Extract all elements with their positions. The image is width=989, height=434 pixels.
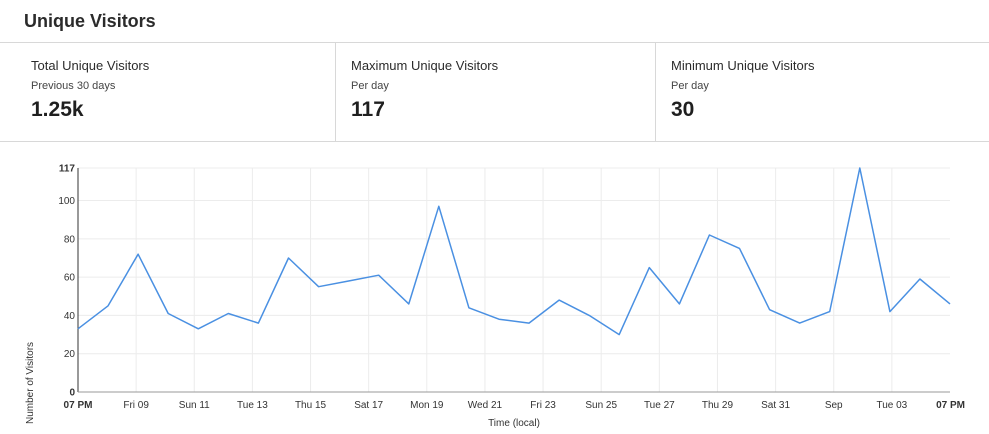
stat-label: Minimum Unique Visitors <box>671 58 815 73</box>
stat-label: Total Unique Visitors <box>31 58 150 73</box>
x-tick-label: Thu 29 <box>702 400 734 411</box>
page-title: Unique Visitors <box>24 11 156 31</box>
chart-ticks: 0 20 40 60 80 100 117 07 PM Fri 09 Sun 11 Tue 13 Th… <box>58 164 965 412</box>
y-tick-label: 80 <box>64 234 76 245</box>
x-tick-label: 07 PM <box>936 400 965 411</box>
stat-value: 117 <box>351 98 385 121</box>
y-axis-title: Number of Visitors <box>25 342 36 424</box>
x-tick-label: Sun 25 <box>585 400 617 411</box>
x-tick-label: Fri 09 <box>123 400 149 411</box>
y-tick-label: 117 <box>59 164 76 175</box>
y-tick-label: 100 <box>58 196 75 207</box>
stat-value: 30 <box>671 98 695 121</box>
x-tick-label: Fri 23 <box>530 400 556 411</box>
series-line <box>77 167 951 336</box>
stat-total-unique-visitors: Total Unique Visitors Previous 30 days 1… <box>31 43 331 141</box>
title-divider <box>0 42 989 43</box>
chart-axes <box>77 168 950 393</box>
stat-minimum-unique-visitors: Minimum Unique Visitors Per day 30 <box>655 43 989 141</box>
stat-sublabel: Previous 30 days <box>31 80 116 92</box>
stat-sublabel: Per day <box>671 80 709 92</box>
y-tick-label: 60 <box>64 273 76 284</box>
x-tick-label: Tue 03 <box>876 400 907 411</box>
chart-grid <box>78 167 950 392</box>
stat-maximum-unique-visitors: Maximum Unique Visitors Per day 117 <box>335 43 667 141</box>
x-tick-label: Mon 19 <box>410 400 444 411</box>
x-tick-label: Tue 27 <box>644 400 675 411</box>
y-tick-label: 40 <box>64 311 76 322</box>
x-tick-label: Wed 21 <box>468 400 503 411</box>
y-tick-label: 20 <box>64 349 76 360</box>
stats-divider <box>0 141 989 142</box>
stat-label: Maximum Unique Visitors <box>351 58 499 73</box>
x-tick-label: Tue 13 <box>237 400 268 411</box>
y-tick-label: 0 <box>69 388 75 399</box>
x-tick-label: Sat 17 <box>354 400 383 411</box>
stat-value: 1.25k <box>31 98 84 121</box>
x-axis-title: Time (local) <box>488 418 540 429</box>
x-tick-label: Sun 11 <box>179 400 210 411</box>
x-tick-label: Sat 31 <box>761 400 790 411</box>
chart-series <box>77 167 951 336</box>
visitors-line-chart: 0 20 40 60 80 100 117 07 PM Fri 09 Sun 11 Tue 13 Th… <box>25 164 965 430</box>
x-tick-label: Thu 15 <box>295 400 327 411</box>
stat-sublabel: Per day <box>351 80 389 92</box>
x-tick-label: 07 PM <box>64 400 93 411</box>
x-tick-label: Sep <box>825 400 843 411</box>
